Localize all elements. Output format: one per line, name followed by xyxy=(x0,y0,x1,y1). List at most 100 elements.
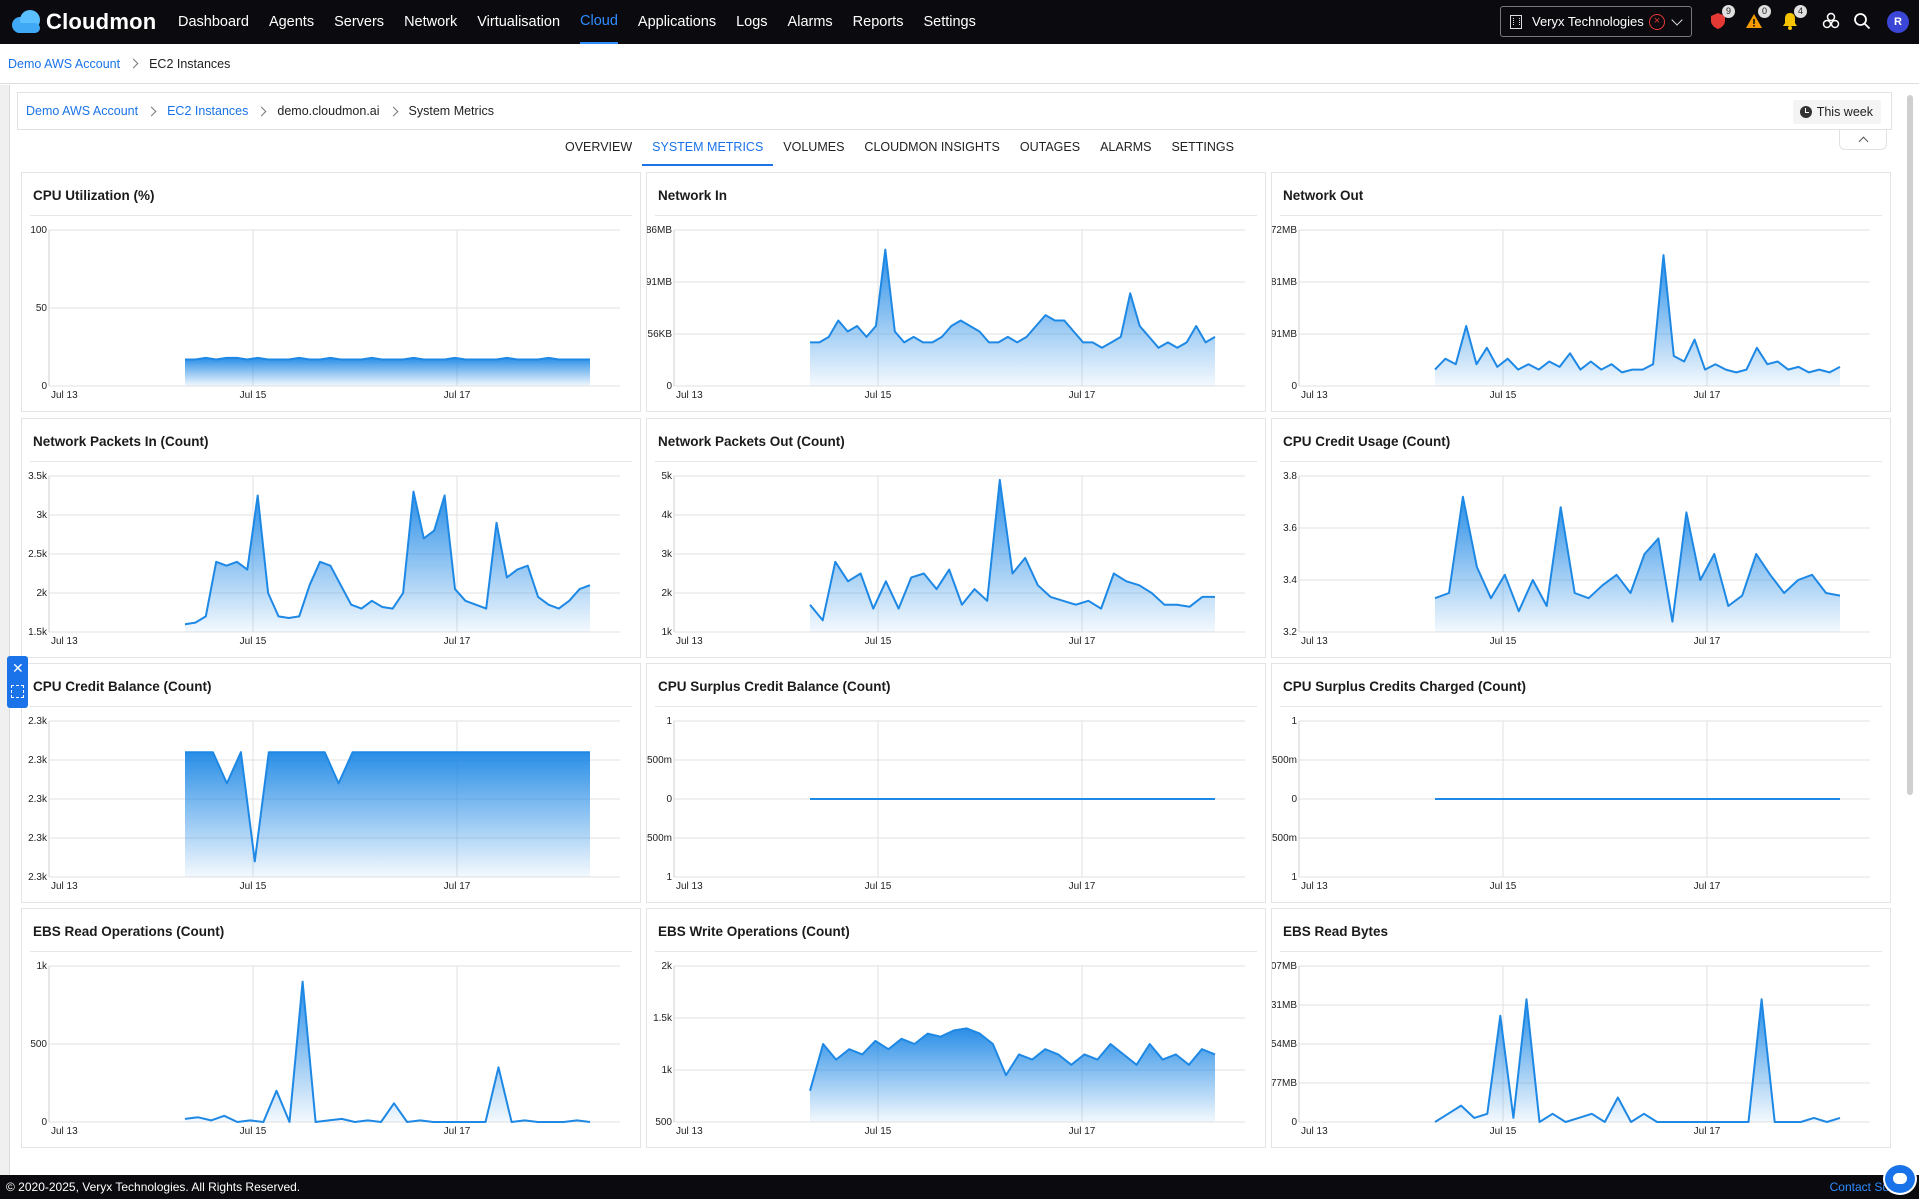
time-range-button[interactable]: This week xyxy=(1792,100,1881,124)
y-tick-label: 14.31MB xyxy=(1272,1000,1297,1011)
y-tick-label: 2k xyxy=(661,961,673,972)
series-line xyxy=(1434,495,1841,623)
user-avatar[interactable]: R xyxy=(1887,11,1909,33)
contact-support-link[interactable]: Contact Su xyxy=(1829,1180,1889,1194)
nav-item-cloud[interactable]: Cloud xyxy=(580,0,618,44)
chart-panel: EBS Read Bytes 19.07MB 14.31MB 9.54MB 4.77MB… xyxy=(1271,908,1891,1148)
y-tick-label: 500m xyxy=(647,755,672,766)
y-tick-label: 2.3k xyxy=(28,716,48,727)
y-tick-label: 2k xyxy=(661,588,673,599)
x-tick-label: Jul 17 xyxy=(1069,881,1096,892)
chart-panel: CPU Surplus Credit Balance (Count) 1 500m 0… xyxy=(646,663,1266,903)
tab-alarms[interactable]: ALARMS xyxy=(1100,140,1152,154)
chart-panel: CPU Credit Balance (Count) 2.3k 2.3k 2.3k 2.… xyxy=(21,663,641,903)
tab-outages[interactable]: OUTAGES xyxy=(1019,140,1081,154)
x-tick-label: Jul 15 xyxy=(1490,636,1517,647)
chart-title: CPU Surplus Credits Charged (Count) xyxy=(1283,679,1527,694)
y-tick-label: 5.72MB xyxy=(1272,225,1297,236)
nav-item-alarms[interactable]: Alarms xyxy=(787,14,833,30)
series-area xyxy=(1435,255,1840,386)
close-icon[interactable]: ✕ xyxy=(12,660,24,676)
series-area xyxy=(1435,999,1840,1122)
tab-settings[interactable]: SETTINGS xyxy=(1171,140,1234,154)
breadcrumb-demo-aws-account[interactable]: Demo AWS Account xyxy=(8,56,121,71)
integrations-button[interactable] xyxy=(1820,10,1842,32)
x-tick-label: Jul 15 xyxy=(865,1126,892,1137)
search-button[interactable] xyxy=(1851,10,1873,32)
nav-item-servers[interactable]: Servers xyxy=(334,14,385,30)
x-tick-label: Jul 13 xyxy=(676,1126,703,1137)
y-tick-label: 1k xyxy=(36,961,48,972)
chart-title: EBS Write Operations (Count) xyxy=(658,924,850,939)
nav-item-agents[interactable]: Agents xyxy=(268,14,315,30)
chart-divider xyxy=(30,951,632,952)
chat-icon[interactable] xyxy=(1883,1163,1917,1195)
y-tick-label: 1 xyxy=(666,872,672,883)
main-nav: Dashboard Agents Servers Network Virtualisat… xyxy=(168,0,986,44)
y-tick-label: 1.5k xyxy=(28,627,48,638)
scrollbar-thumb[interactable] xyxy=(1907,95,1913,795)
collapse-header-button[interactable] xyxy=(1839,130,1887,150)
tab-overview[interactable]: OVERVIEW xyxy=(565,140,633,154)
chart-plot: 1k 500 0 Jul 13 Jul 15 Jul 17 xyxy=(30,961,620,1137)
chevron-down-icon[interactable] xyxy=(1671,13,1683,26)
chevron-right-icon xyxy=(388,106,398,116)
breadcrumb-demo-aws-account[interactable]: Demo AWS Account xyxy=(26,104,139,118)
chart-plot: 5.72MB 3.81MB 1.91MB 0 Jul 13 Jul 15 Jul 17 xyxy=(1272,225,1870,401)
chart-divider xyxy=(30,461,632,462)
series-line xyxy=(185,751,590,863)
side-widget[interactable]: ✕ xyxy=(7,656,28,708)
series-area xyxy=(185,491,590,632)
y-tick-label: 3k xyxy=(36,510,48,521)
organization-select[interactable]: Veryx Technologies × xyxy=(1500,6,1692,37)
series-area xyxy=(185,981,590,1122)
building-icon xyxy=(1510,14,1522,29)
tab-cloudmon-insights[interactable]: CLOUDMON INSIGHTS xyxy=(864,140,1000,154)
y-tick-label: 3.81MB xyxy=(1272,277,1297,288)
security-alert-button[interactable]: 9 xyxy=(1707,5,1735,32)
tab-volumes[interactable]: VOLUMES xyxy=(783,140,845,154)
x-tick-label: Jul 17 xyxy=(1694,636,1721,647)
y-tick-label: 3.5k xyxy=(28,471,48,482)
left-gutter xyxy=(0,85,10,1175)
chart-panel: Network Packets Out (Count) 5k 4k 3k 2k 1k Jul… xyxy=(646,418,1266,658)
breadcrumb-ec2-instances[interactable]: EC2 Instances xyxy=(167,104,249,118)
y-tick-label: 500m xyxy=(1272,755,1297,766)
x-tick-label: Jul 17 xyxy=(1694,390,1721,401)
chevron-right-icon xyxy=(256,106,267,116)
chevron-right-icon xyxy=(128,58,139,69)
clear-selection-icon[interactable]: × xyxy=(1649,13,1665,30)
x-tick-label: Jul 13 xyxy=(1301,636,1328,647)
chart-plot: 19.07MB 14.31MB 9.54MB 4.77MB 0 Jul 13 Jul 15 J… xyxy=(1272,961,1870,1137)
nav-item-reports[interactable]: Reports xyxy=(852,14,904,30)
warning-alert-button[interactable]: 0 xyxy=(1743,5,1771,32)
chart-plot: 1 500m 0 500m 1 Jul 13 Jul 15 Jul 17 xyxy=(1272,716,1870,892)
search-icon xyxy=(1854,13,1871,30)
y-tick-label: 1 xyxy=(1291,872,1297,883)
notifications-button[interactable]: 4 xyxy=(1779,5,1807,32)
y-tick-label: 2.86MB xyxy=(647,225,672,236)
nav-item-dashboard[interactable]: Dashboard xyxy=(178,14,249,30)
nav-item-virtualisation[interactable]: Virtualisation xyxy=(477,14,561,30)
chart-title: CPU Surplus Credit Balance (Count) xyxy=(658,679,891,694)
series-line xyxy=(810,248,1216,349)
security-badge: 9 xyxy=(1722,5,1735,18)
x-tick-label: Jul 13 xyxy=(676,881,703,892)
chart-title: CPU Credit Balance (Count) xyxy=(33,679,212,694)
copyright-text: © 2020-2025, Veryx Technologies. All Rig… xyxy=(6,1180,301,1194)
y-tick-label: 3k xyxy=(661,549,673,560)
cloudmon-logo[interactable]: Cloudmon xyxy=(8,9,158,35)
nav-item-applications[interactable]: Applications xyxy=(637,14,717,30)
nav-item-settings[interactable]: Settings xyxy=(923,14,976,30)
shrink-icon[interactable] xyxy=(11,685,24,698)
x-tick-label: Jul 15 xyxy=(1490,390,1517,401)
x-tick-label: Jul 15 xyxy=(865,390,892,401)
y-tick-label: 0 xyxy=(41,381,47,392)
warning-icon xyxy=(1746,14,1762,28)
tab-system-metrics[interactable]: SYSTEM METRICS xyxy=(642,136,774,166)
y-tick-label: 976.56KB xyxy=(647,329,672,340)
chart-panel: EBS Read Operations (Count) 1k 500 0 Jul 13 J… xyxy=(21,908,641,1148)
nav-item-network[interactable]: Network xyxy=(404,14,458,30)
nav-item-logs[interactable]: Logs xyxy=(736,14,768,30)
